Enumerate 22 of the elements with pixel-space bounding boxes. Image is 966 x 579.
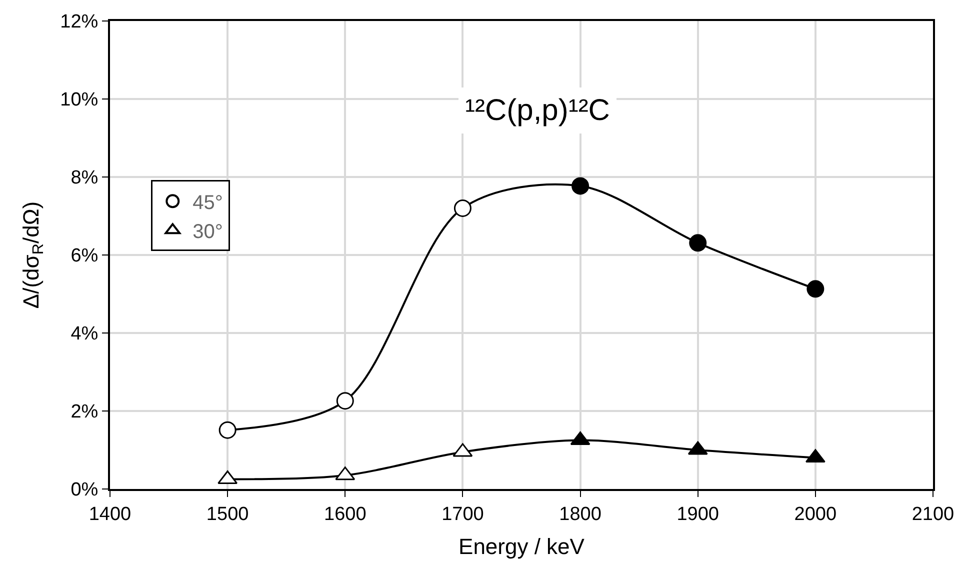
point	[689, 234, 707, 252]
y-tick-label: 4%	[70, 324, 98, 345]
x-tick-label: 1400	[88, 504, 132, 525]
text: ¹²C(p,p)¹²C	[465, 94, 610, 127]
legend-label: 30°	[192, 220, 223, 243]
y-tick-label: 12%	[60, 12, 98, 33]
x-tick-label: 1600	[324, 504, 366, 525]
x-tick-label: 1700	[442, 504, 484, 525]
legend-label: 45°	[192, 192, 223, 214]
y-tick-label: 10%	[60, 90, 98, 111]
x-tick-label: 1500	[206, 504, 249, 525]
x-tick-label: 2000	[794, 504, 837, 525]
point	[572, 177, 590, 195]
x-tick-label: 1800	[559, 504, 602, 525]
point	[806, 280, 824, 298]
y-tick-label: 2%	[70, 402, 98, 423]
y-tick-label: 6%	[70, 246, 98, 267]
x-tick-label: 2100	[912, 504, 954, 525]
x-tick-label: 1900	[676, 504, 719, 525]
y-tick-label: 8%	[70, 168, 98, 189]
x-axis-title: Energy / keV	[458, 534, 585, 560]
y-tick-label: 0%	[70, 480, 98, 501]
